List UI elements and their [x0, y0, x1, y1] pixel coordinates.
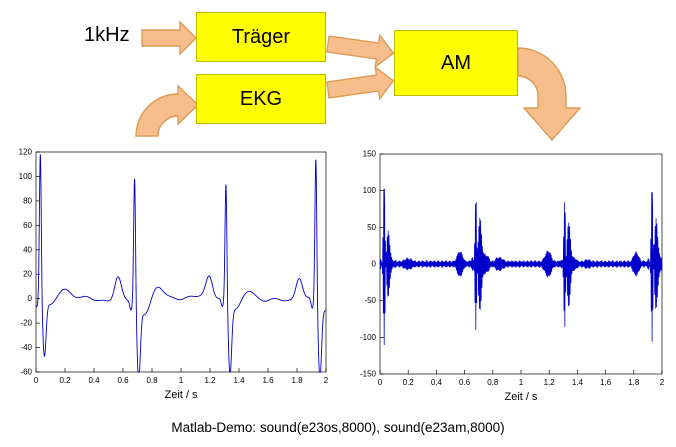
- x-tick-label: 2: [324, 376, 329, 385]
- x-tick-label: 1: [519, 378, 524, 387]
- am-block: AM: [394, 30, 518, 96]
- y-tick-label: 50: [367, 223, 376, 232]
- y-tick-label: 0: [372, 260, 377, 269]
- x-tick-label: 0.6: [117, 376, 129, 385]
- x-tick-label: 2: [660, 378, 665, 387]
- carrier-freq-label: 1kHz: [84, 24, 130, 46]
- arrow-am-output-bent: [517, 47, 582, 142]
- arrow-ekg-input-bent: [135, 84, 200, 137]
- x-tick-label: 1.6: [600, 378, 612, 387]
- am-block-label: AM: [441, 51, 471, 74]
- y-tick-label: -50: [364, 296, 376, 305]
- x-tick-label: 1.8: [291, 376, 303, 385]
- x-tick-label: 1.2: [204, 376, 216, 385]
- x-tick-label: 1: [179, 376, 184, 385]
- y-tick-label: 100: [19, 172, 33, 181]
- matlab-demo-caption: Matlab-Demo: sound(e23os,8000), sound(e2…: [171, 420, 505, 435]
- x-tick-label: 1.4: [233, 376, 245, 385]
- y-tick-label: -100: [360, 333, 377, 342]
- ekg-block-label: EKG: [239, 87, 283, 110]
- traeger-block-label: Träger: [231, 25, 291, 48]
- traeger-block: Träger: [196, 12, 326, 62]
- y-tick-label: -20: [20, 319, 32, 328]
- ekg-block: EKG: [196, 74, 326, 124]
- x-tick-label: 1.2: [544, 378, 556, 387]
- x-tick-label: 1.4: [572, 378, 584, 387]
- y-tick-label: 0: [28, 294, 33, 303]
- am-chart: 0 0.2 0.4 0.6 0.8 1 1.2 1.4 1.6 1.8 2 -150 -100 -50 0 5…: [360, 150, 665, 404]
- y-tick-label: 40: [23, 245, 32, 254]
- y-tick-label: 80: [23, 196, 32, 205]
- ekg-chart: 0 0.2 0.4 0.6 0.8 1 1.2 1.4 1.6 1.8 2 -60 -40 -20 0 20 4…: [19, 148, 329, 402]
- x-tick-label: 0.4: [88, 376, 100, 385]
- x-tick-label: 0.4: [431, 378, 443, 387]
- plot-box: [35, 151, 327, 373]
- y-tick-label: 60: [23, 221, 32, 230]
- x-tick-label: 0.2: [59, 376, 71, 385]
- y-tick-label: 150: [363, 150, 377, 159]
- y-tick-label: -60: [20, 368, 32, 377]
- x-tick-label: 0: [378, 378, 383, 387]
- ekg-line: [35, 154, 327, 373]
- arrow-ekg-to-am: [326, 65, 395, 101]
- x-axis-label: Zeit / s: [504, 391, 538, 403]
- y-tick-label: 100: [363, 186, 377, 195]
- y-tick-label: -150: [360, 370, 377, 379]
- y-tick-label: 120: [19, 148, 33, 157]
- x-tick-label: 1.6: [262, 376, 274, 385]
- am-line: [379, 188, 663, 345]
- y-tick-label: -40: [20, 343, 32, 352]
- x-axis-label: Zeit / s: [164, 389, 198, 401]
- arrow-traeger-to-am: [326, 33, 395, 69]
- block-diagram-arrows: [135, 20, 582, 142]
- x-tick-label: 0.2: [403, 378, 415, 387]
- arrow-carrier-input: [141, 20, 197, 56]
- x-tick-label: 0: [34, 376, 39, 385]
- x-tick-label: 1.8: [628, 378, 640, 387]
- x-tick-label: 0.8: [487, 378, 499, 387]
- x-tick-label: 0.8: [146, 376, 158, 385]
- y-tick-label: 20: [23, 270, 32, 279]
- x-tick-label: 0.6: [459, 378, 471, 387]
